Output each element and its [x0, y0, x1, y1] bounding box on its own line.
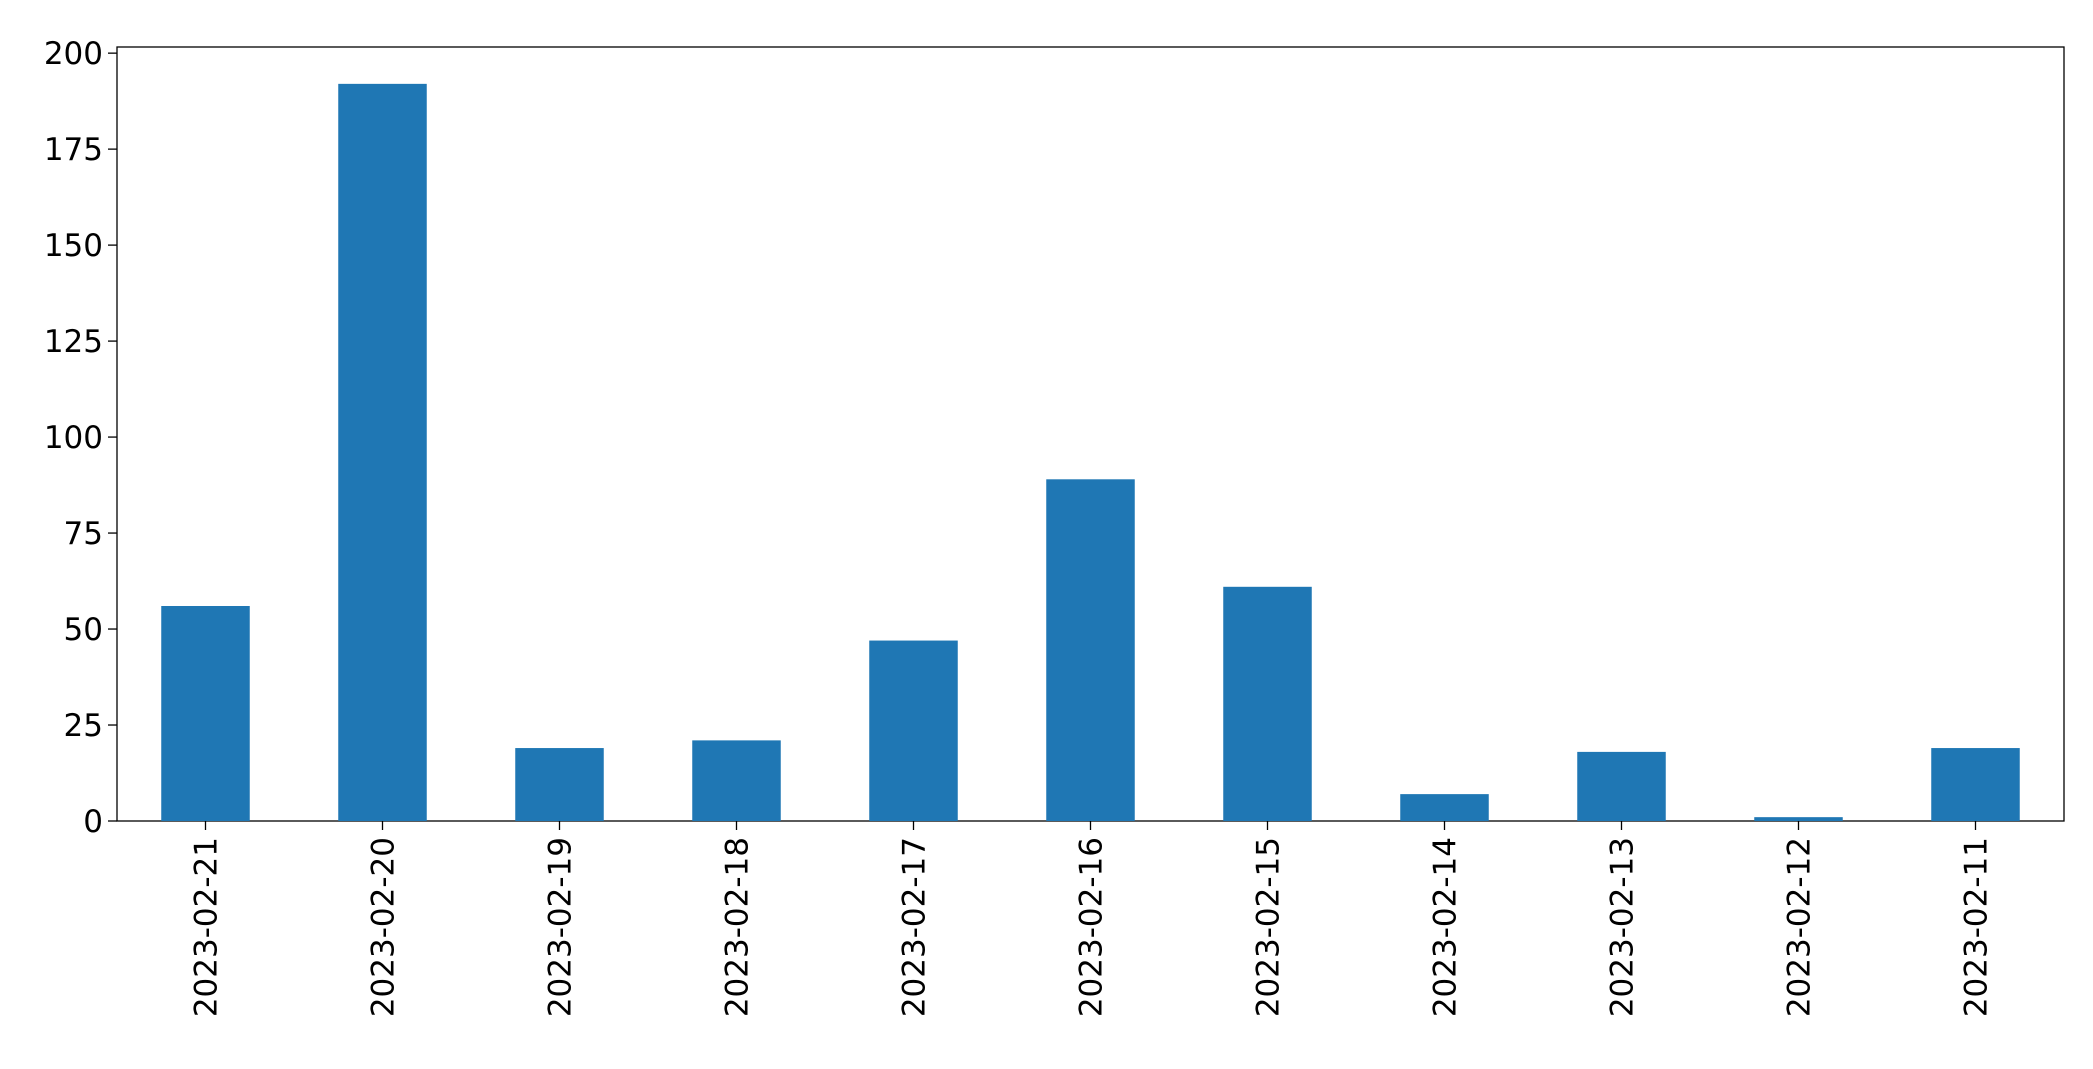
bar	[692, 740, 781, 821]
bar	[1754, 817, 1843, 821]
x-tick-label: 2023-02-21	[189, 837, 225, 1017]
y-tick-label: 50	[64, 612, 103, 648]
x-tick-label: 2023-02-14	[1428, 837, 1464, 1017]
y-tick-label: 75	[64, 516, 103, 552]
x-tick-label: 2023-02-15	[1251, 837, 1287, 1017]
y-tick-label: 150	[44, 228, 103, 264]
bar	[1046, 479, 1135, 821]
bar	[1223, 586, 1312, 821]
bar	[515, 748, 604, 821]
bar	[161, 606, 250, 821]
y-tick-label: 200	[44, 36, 103, 72]
x-tick-label: 2023-02-13	[1605, 837, 1641, 1017]
bar	[1577, 751, 1666, 821]
y-tick-label: 125	[44, 324, 103, 360]
x-tick-label: 2023-02-17	[897, 837, 933, 1017]
x-tick-label: 2023-02-20	[366, 837, 402, 1017]
y-tick-label: 100	[44, 420, 103, 456]
bar	[1931, 748, 2020, 821]
x-tick-label: 2023-02-19	[543, 837, 579, 1017]
bar	[869, 640, 958, 821]
y-tick-label: 175	[44, 132, 103, 168]
x-tick-label: 2023-02-18	[720, 837, 756, 1017]
y-tick-label: 0	[83, 804, 103, 840]
x-tick-label: 2023-02-16	[1074, 837, 1110, 1017]
x-tick-label: 2023-02-12	[1782, 837, 1818, 1017]
y-tick-label: 25	[64, 708, 103, 744]
bar	[338, 83, 427, 822]
bar	[1400, 794, 1489, 821]
x-tick-label: 2023-02-11	[1959, 837, 1995, 1017]
